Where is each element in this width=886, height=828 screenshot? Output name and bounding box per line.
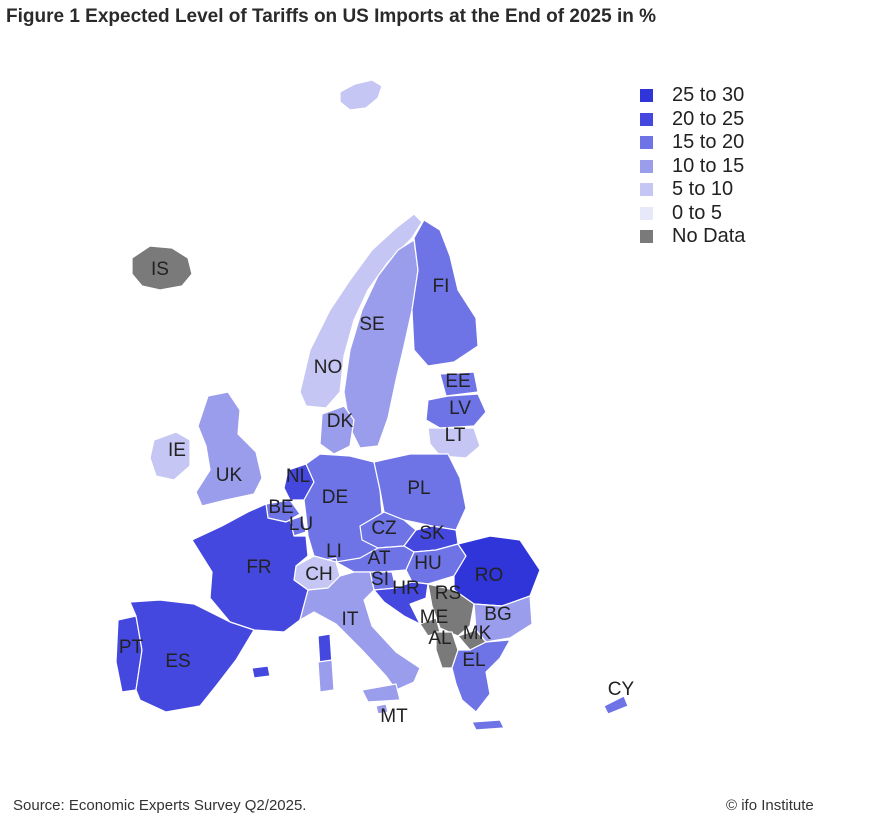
legend-item: 15 to 20 — [640, 131, 745, 155]
label-LU: LU — [289, 514, 313, 535]
legend-item: No Data — [640, 225, 745, 249]
region-SE[interactable] — [343, 239, 419, 449]
label-IS: IS — [151, 259, 169, 280]
source-note: Source: Economic Experts Survey Q2/2025. — [13, 797, 307, 814]
figure-title: Figure 1 Expected Level of Tariffs on US… — [6, 6, 656, 27]
label-LI: LI — [326, 541, 342, 562]
legend-label: 5 to 10 — [672, 178, 734, 201]
label-ES: ES — [165, 651, 190, 672]
label-UK: UK — [216, 465, 243, 486]
label-PT: PT — [119, 637, 144, 658]
region-ES[interactable] — [129, 599, 255, 713]
legend: 25 to 30 20 to 25 15 to 20 10 to 15 5 to… — [640, 84, 745, 249]
label-DK: DK — [327, 411, 354, 432]
region-LT[interactable] — [427, 427, 481, 459]
label-HU: HU — [414, 553, 441, 574]
label-SE: SE — [359, 314, 384, 335]
legend-label: 10 to 15 — [672, 154, 745, 177]
region-svalbard — [339, 79, 383, 111]
region-IE[interactable] — [149, 431, 191, 481]
legend-swatch — [640, 159, 653, 173]
region-IT-sardinia — [317, 659, 335, 693]
legend-item: 20 to 25 — [640, 108, 745, 132]
label-FI: FI — [433, 276, 450, 297]
region-IT-sicily — [361, 683, 401, 703]
label-PL: PL — [407, 478, 430, 499]
legend-label: 25 to 30 — [672, 84, 745, 107]
copyright-credit: © ifo Institute — [726, 797, 814, 814]
region-FI[interactable] — [411, 219, 479, 367]
legend-swatch — [640, 89, 653, 103]
legend-label: 15 to 20 — [672, 131, 745, 154]
region-EE[interactable] — [439, 371, 479, 397]
region-LV[interactable] — [425, 393, 487, 429]
label-SK: SK — [419, 523, 445, 544]
label-FR: FR — [246, 557, 271, 578]
label-SI: SI — [371, 569, 389, 590]
label-DE: DE — [322, 487, 348, 508]
region-UK[interactable] — [195, 391, 263, 507]
label-AT: AT — [368, 548, 391, 569]
label-NO: NO — [314, 357, 343, 378]
label-RO: RO — [475, 565, 504, 586]
label-LV: LV — [449, 398, 471, 419]
label-NL: NL — [286, 466, 310, 487]
region-IT[interactable] — [299, 571, 421, 691]
legend-swatch — [640, 183, 653, 197]
label-ME: ME — [420, 607, 449, 628]
region-RS[interactable] — [427, 583, 475, 637]
label-CY: CY — [608, 679, 635, 700]
label-CH: CH — [305, 564, 332, 585]
region-HR[interactable] — [373, 581, 429, 625]
label-AL: AL — [428, 628, 451, 649]
label-HR: HR — [392, 578, 419, 599]
label-MK: MK — [463, 623, 492, 644]
legend-label: 0 to 5 — [672, 201, 723, 224]
region-MT[interactable] — [375, 703, 389, 715]
label-MT: MT — [380, 706, 408, 727]
label-IE: IE — [168, 440, 186, 461]
legend-swatch — [640, 112, 653, 126]
legend-item: 5 to 10 — [640, 178, 745, 202]
region-BG[interactable] — [473, 595, 533, 643]
region-DK[interactable] — [319, 405, 355, 455]
region-EL[interactable] — [451, 639, 511, 713]
region-IS[interactable] — [131, 245, 193, 291]
legend-item: 10 to 15 — [640, 155, 745, 179]
label-EL: EL — [462, 650, 485, 671]
legend-label: 20 to 25 — [672, 107, 745, 130]
region-EL-crete — [471, 719, 505, 731]
region-ES-balearics — [251, 665, 271, 679]
region-NO[interactable] — [299, 213, 423, 409]
label-IT: IT — [342, 609, 359, 630]
label-BG: BG — [484, 604, 511, 625]
label-RS: RS — [435, 583, 461, 604]
legend-item: 25 to 30 — [640, 84, 745, 108]
legend-swatch — [640, 230, 653, 244]
label-CZ: CZ — [371, 518, 397, 539]
label-LT: LT — [445, 425, 466, 446]
label-EE: EE — [445, 371, 470, 392]
legend-label: No Data — [672, 225, 746, 248]
legend-swatch — [640, 206, 653, 220]
legend-swatch — [640, 136, 653, 150]
region-CY[interactable] — [603, 695, 629, 715]
legend-item: 0 to 5 — [640, 202, 745, 226]
label-BE: BE — [268, 497, 293, 518]
